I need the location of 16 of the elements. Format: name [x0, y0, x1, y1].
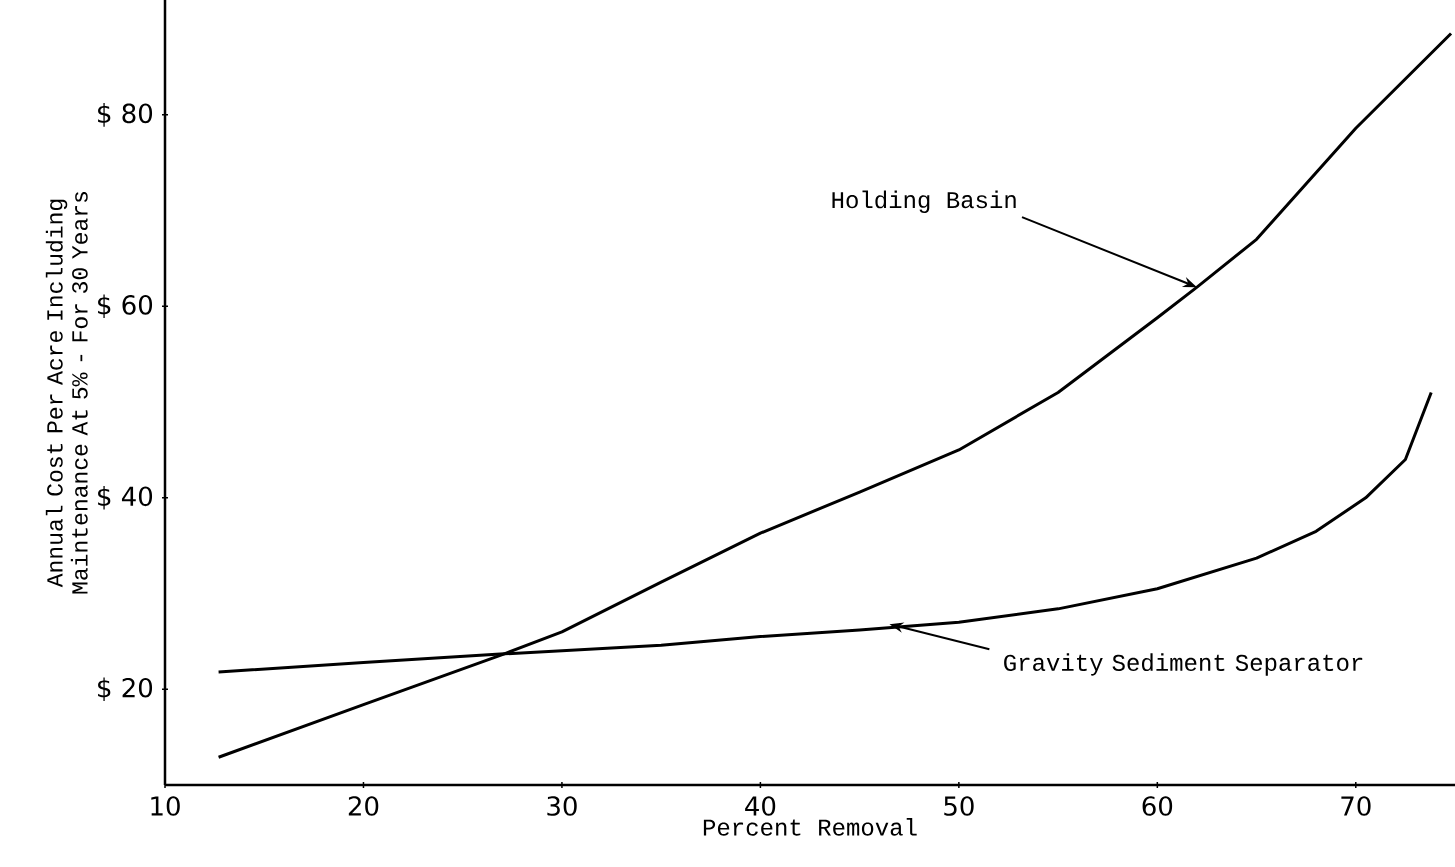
- y-tick-label: $ 40: [98, 486, 153, 510]
- x-axis-title: Percent Removal: [703, 818, 917, 836]
- x-tick-label: 30: [547, 796, 577, 816]
- x-tick-label: 20: [348, 796, 379, 816]
- y-tick-label: $ 80: [98, 103, 153, 127]
- annotation: Gravity Sediment Separator: [1004, 653, 1363, 676]
- x-tick-label: 40: [745, 796, 776, 816]
- x-tick-label: 70: [1341, 796, 1371, 816]
- line-series: [217, 31, 1453, 759]
- y-axis-title: Annual Cost Per Acre Including Maintenance At 5% - For 30 Years: [45, 192, 88, 594]
- annotation: Holding Basin: [832, 190, 1016, 213]
- x-tick-label: 10: [151, 796, 180, 816]
- x-tick-label: 60: [1142, 796, 1173, 816]
- y-tick-label: $ 60: [98, 294, 153, 319]
- y-tick-label: $ 20: [98, 677, 153, 702]
- x-tick-label: 50: [944, 796, 974, 816]
